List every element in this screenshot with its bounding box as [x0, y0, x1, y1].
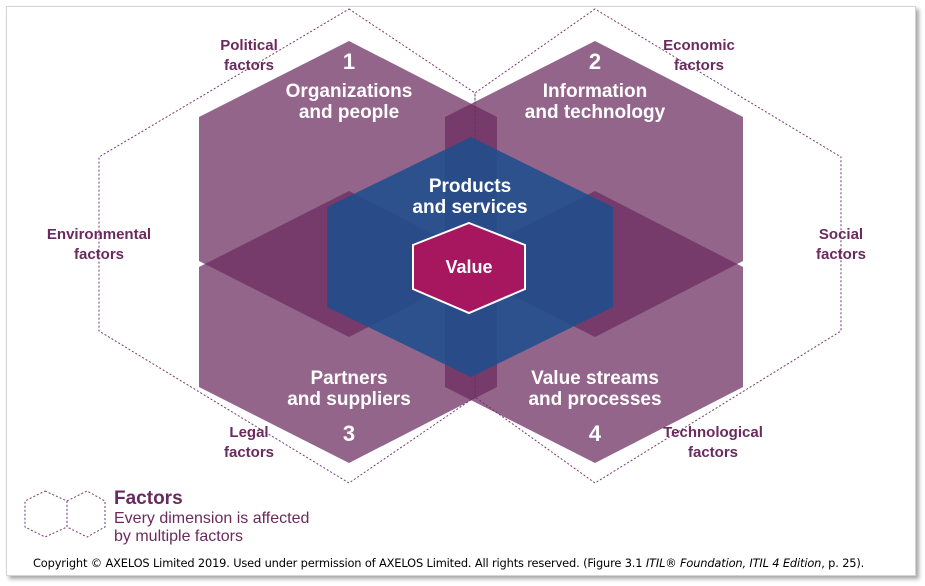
dimension-label-3-line-2: and suppliers	[287, 389, 411, 410]
political-factors-line-2: factors	[224, 57, 274, 74]
legend-description-line-2: by multiple factors	[114, 528, 243, 545]
dimension-number-4: 4	[589, 421, 602, 446]
social-factors-line-1: Social	[819, 226, 863, 243]
legal-factors-line-1: Legal	[229, 424, 268, 441]
dimension-number-1: 1	[343, 49, 355, 74]
four-dimensions-diagram: 1 Organizations and people 2 Information…	[24, 8, 866, 538]
legend-factors-icon-right	[66, 490, 106, 538]
economic-factors-line-1: Economic	[663, 37, 735, 54]
economic-factors-line-2: factors	[674, 57, 724, 74]
copyright-book-title: ITIL® Foundation, ITIL 4 Edition	[645, 556, 822, 570]
technological-factors-line-1: Technological	[663, 424, 763, 441]
dimension-label-4-line-2: and processes	[528, 389, 661, 410]
dimension-label-2-line-2: and technology	[525, 102, 666, 123]
figure-frame: 1 Organizations and people 2 Information…	[6, 6, 916, 576]
legend-factors-icon	[24, 490, 68, 538]
hexagon-value	[412, 221, 526, 315]
political-factors-line-1: Political	[220, 37, 278, 54]
dimension-label-2-line-1: Information	[543, 81, 648, 102]
copyright-notice: Copyright © AXELOS Limited 2019. Used un…	[33, 556, 864, 570]
copyright-text: Copyright © AXELOS Limited 2019. Used un…	[33, 556, 646, 570]
environmental-factors-line-2: factors	[74, 246, 124, 263]
legend-title: Factors	[114, 488, 183, 509]
social-factors-line-2: factors	[816, 246, 866, 263]
dimension-label-3-line-1: Partners	[310, 368, 387, 389]
legend-description-line-1: Every dimension is affected	[114, 510, 310, 527]
dimension-label-1-line-2: and people	[299, 102, 399, 123]
dimension-label-1-line-1: Organizations	[286, 81, 413, 102]
factors-outline-right	[474, 8, 842, 484]
technological-factors-line-2: factors	[688, 444, 738, 461]
dimension-number-2: 2	[589, 49, 601, 74]
value-label: Value	[445, 257, 492, 277]
dimension-label-4-line-1: Value streams	[531, 368, 659, 389]
legend-description: Every dimension is affected by multiple …	[114, 510, 354, 546]
copyright-page: , p. 25).	[821, 556, 865, 570]
dimension-number-3: 3	[343, 421, 355, 446]
environmental-factors-line-1: Environmental	[47, 226, 151, 243]
center-label-line-2: and services	[412, 197, 527, 218]
center-label-line-1: Products	[429, 176, 511, 197]
legal-factors-line-2: factors	[224, 444, 274, 461]
